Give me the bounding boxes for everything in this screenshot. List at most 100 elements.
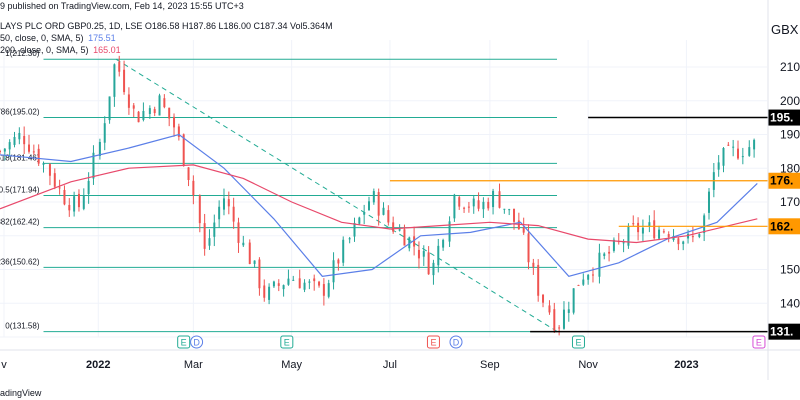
time-axis: v 2022 Mar May Jul Sep Nov 2023	[1, 359, 698, 371]
candle-body	[632, 223, 635, 225]
sma50-line	[0, 133, 758, 277]
candle-body	[537, 264, 540, 296]
event-marker-label: E	[575, 338, 581, 348]
fib-level-label: 0.5(171.94)	[0, 185, 40, 194]
candle-body	[707, 191, 710, 213]
candle-body	[103, 123, 106, 143]
candle-body	[253, 260, 256, 264]
candle-body	[227, 199, 230, 207]
symbol-name: LAYS PLC ORD GBP0.25, 1D, LSE	[0, 21, 143, 31]
sma200-legend[interactable]: 200, close, 0, SMA, 5) 165.01	[0, 45, 121, 55]
price-level-tag-label: 195.	[770, 111, 793, 125]
candle-body	[527, 233, 530, 263]
candle-body	[741, 156, 744, 158]
candle-body	[173, 116, 176, 128]
sma50-value: 175.51	[88, 33, 116, 43]
candle-body	[58, 187, 61, 189]
sma50-legend[interactable]: 50, close, 0, SMA, 5) 175.51	[0, 33, 116, 43]
earnings-icon	[280, 335, 294, 349]
candle-body	[513, 208, 516, 222]
candle-body	[203, 223, 206, 249]
candle-body	[142, 110, 145, 120]
x-tick-label: 2022	[86, 359, 110, 371]
candle-body	[392, 222, 395, 232]
candle-body	[477, 200, 480, 209]
candle-body	[213, 222, 216, 237]
earnings-marker[interactable]: E	[571, 335, 585, 349]
candle-body	[77, 193, 80, 208]
candle-body	[577, 284, 580, 286]
candle-body	[192, 180, 195, 196]
earnings-icon	[177, 335, 191, 349]
earnings-marker[interactable]: E	[752, 335, 766, 349]
candle-body	[463, 207, 466, 209]
candle-body	[732, 146, 735, 148]
candle-body	[698, 234, 701, 237]
fib-level-label: 0.618(181.46)	[0, 153, 40, 162]
candle-body	[177, 126, 180, 137]
published-note: 9 published on TradingView.com, Feb 14, …	[0, 1, 244, 11]
candle-body	[622, 242, 625, 244]
currency-label: GBX	[771, 22, 799, 37]
candle-body	[277, 283, 280, 286]
dividend-marker[interactable]: D	[449, 335, 463, 349]
candle-body	[337, 259, 340, 264]
candle-body	[367, 201, 370, 211]
candle-body	[113, 64, 116, 97]
sma200-label: 200, close, 0, SMA, 5)	[0, 45, 89, 55]
candle-body	[458, 197, 461, 207]
dividend-icon	[190, 335, 204, 349]
candle-body	[736, 148, 739, 159]
candle-body	[32, 151, 35, 153]
candle-body	[353, 222, 356, 237]
candle-body	[258, 259, 261, 289]
candle-body	[608, 251, 611, 254]
price-level-tag	[768, 323, 800, 340]
candle-body	[467, 206, 470, 208]
candle-body	[487, 201, 490, 209]
y-tick-label: 170.	[780, 195, 800, 209]
event-marker-label: E	[284, 338, 290, 348]
candle-body	[667, 234, 670, 238]
candle-body	[68, 204, 71, 211]
candle-body	[648, 222, 651, 227]
candle-body	[303, 282, 306, 290]
candle-body	[653, 220, 656, 239]
candle-body	[703, 215, 706, 234]
x-tick-label: 2023	[674, 359, 698, 371]
x-tick-label: Jul	[383, 359, 397, 371]
fibonacci-retracement[interactable]: 0(131.58) 0.236(150.62) 0.382(162.42) 0.5(1…	[0, 49, 557, 333]
candle-body	[87, 180, 90, 195]
candle-body	[242, 242, 245, 246]
sma200-line	[0, 164, 758, 244]
candle-body	[687, 233, 690, 239]
candle-body	[82, 195, 85, 209]
candle-body	[682, 241, 685, 245]
price-levels[interactable]: 195. 176. 162. 131.	[389, 109, 800, 340]
event-marker-label: E	[756, 338, 762, 348]
fib-level-label: 0(131.58)	[5, 322, 40, 331]
candle-body	[13, 136, 16, 145]
earnings-marker[interactable]: E	[177, 335, 191, 349]
candles	[0, 55, 756, 336]
candle-body	[753, 139, 756, 150]
candle-body	[63, 189, 66, 205]
earnings-marker[interactable]: E	[280, 335, 294, 349]
candle-body	[498, 191, 501, 208]
candle-body	[0, 150, 1, 152]
candle-body	[127, 94, 130, 108]
candle-body	[187, 167, 190, 181]
candle-body	[641, 227, 644, 234]
candle-body	[53, 173, 56, 187]
dividend-marker[interactable]: D	[190, 335, 204, 349]
earnings-marker[interactable]: E	[426, 335, 440, 349]
candle-body	[23, 135, 26, 145]
candle-body	[48, 164, 51, 176]
candle-body	[37, 148, 40, 164]
trend-line[interactable]	[115, 58, 558, 333]
candle-body	[287, 278, 290, 285]
candle-body	[567, 309, 570, 313]
